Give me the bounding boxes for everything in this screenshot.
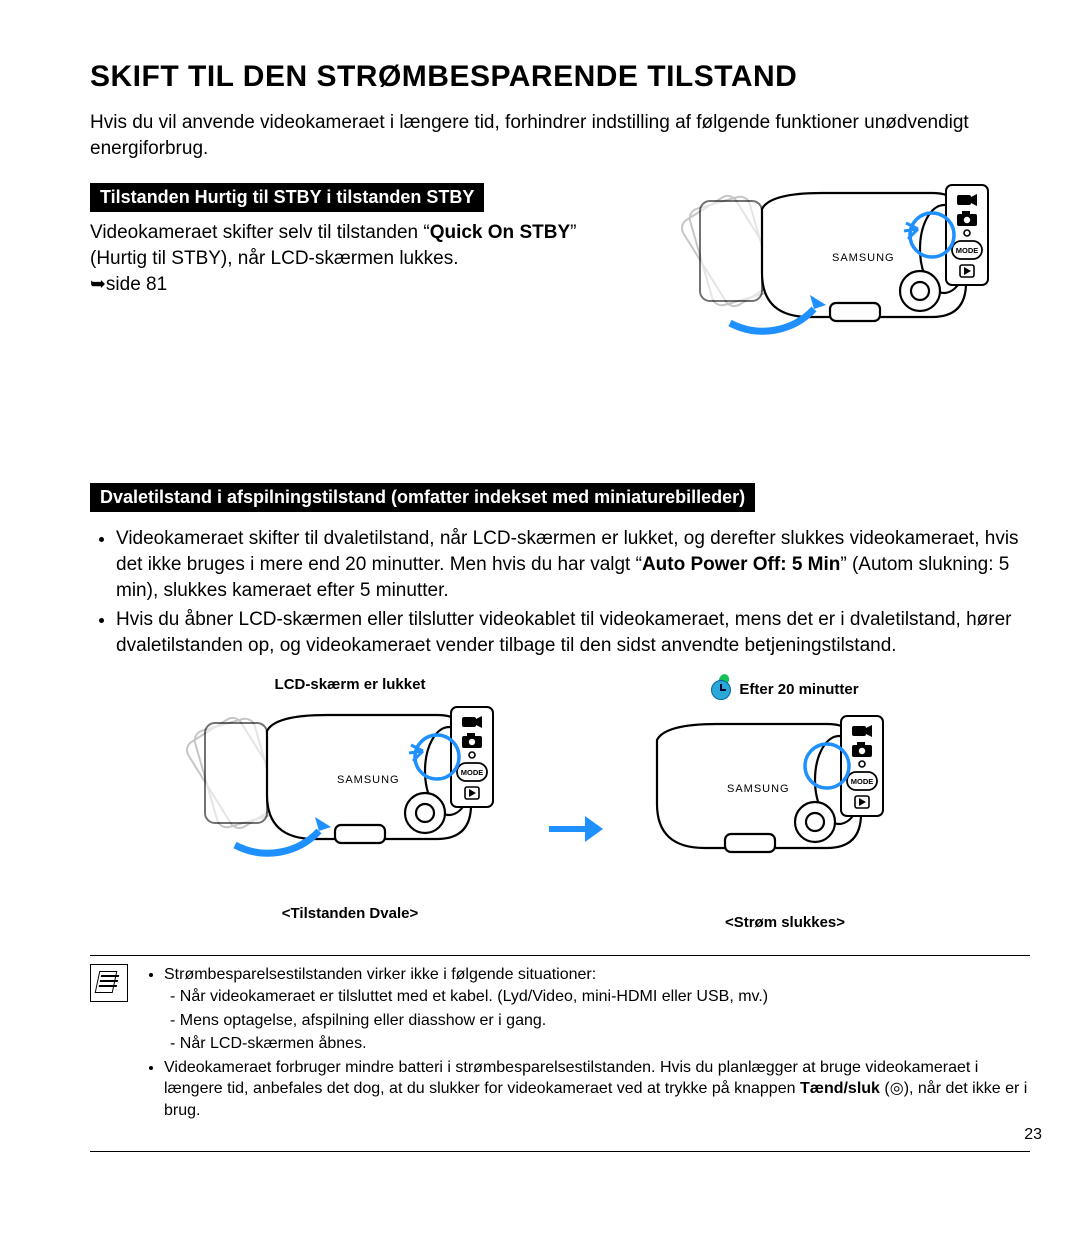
note-1a: Når videokameraet er tilsluttet med et k… [170, 986, 1030, 1008]
fig-left-bottom-caption: <Tilstanden Dvale> [282, 905, 418, 922]
figure-right: Efter 20 minutter <Strøm slukkes> [635, 676, 935, 931]
section1-figure [680, 177, 1020, 382]
note-2: Videokameraet forbruger mindre batteri i… [164, 1057, 1030, 1122]
page-title: SKIFT TIL DEN STRØMBESPARENDE TILSTAND [90, 60, 1030, 94]
note-1c: Når LCD-skærmen åbnes. [170, 1033, 1030, 1055]
fig-left-svg [185, 699, 515, 899]
divider-bottom [90, 1151, 1030, 1152]
section-quick-stby: Tilstanden Hurtig til STBY i tilstanden … [90, 183, 1030, 393]
section1-label: Tilstanden Hurtig til STBY i tilstanden … [90, 183, 484, 212]
note-list: Strømbesparelsestilstanden virker ikke i… [164, 964, 1030, 1123]
fig-right-top-caption: Efter 20 minutter [711, 676, 858, 702]
note-block: Strømbesparelsestilstanden virker ikke i… [90, 964, 1030, 1123]
note-icon [90, 964, 128, 1002]
section1-pageref: ➥side 81 [90, 274, 167, 295]
section1-t-a: Videokameraet skifter selv til tilstande… [90, 222, 430, 243]
fig-left-top-caption: LCD-skærm er lukket [275, 676, 426, 693]
intro-text: Hvis du vil anvende videokameraet i læng… [90, 110, 1030, 161]
fig-right-top-text: Efter 20 minutter [739, 681, 858, 698]
note-1: Strømbesparelsestilstanden virker ikke i… [164, 964, 1030, 1054]
section2-label: Dvaletilstand i afspilningstilstand (omf… [90, 483, 755, 512]
page-number: 23 [1024, 1126, 1042, 1144]
section2-b1b: Auto Power Off: 5 Min [642, 554, 840, 575]
section2-b2: Hvis du åbner LCD-skærmen eller tilslutt… [116, 607, 1030, 658]
section2-b1: Videokameraet skifter til dvaletilstand,… [116, 526, 1030, 603]
note-2b: Tænd/sluk [800, 1080, 880, 1097]
section-sleep: Dvaletilstand i afspilningstilstand (omf… [90, 483, 1030, 658]
fig-right-svg [635, 708, 935, 908]
divider-top [90, 955, 1030, 956]
figure-row: LCD-skærm er lukket <Tilstanden Dvale> E… [90, 676, 1030, 931]
note-1b: Mens optagelse, afspilning eller diassho… [170, 1010, 1030, 1032]
fig-right-bottom-caption: <Strøm slukkes> [725, 914, 845, 931]
section1-t-bold: Quick On STBY [430, 222, 570, 243]
note-1-sub: Når videokameraet er tilsluttet med et k… [170, 986, 1030, 1055]
section2-bullets: Videokameraet skifter til dvaletilstand,… [116, 526, 1030, 658]
section1-body: Videokameraet skifter selv til tilstande… [90, 220, 590, 297]
figure-left: LCD-skærm er lukket <Tilstanden Dvale> [185, 676, 515, 922]
clock-icon [711, 676, 733, 702]
note-1-text: Strømbesparelsestilstanden virker ikke i… [164, 966, 596, 983]
arrow-icon [545, 804, 605, 854]
